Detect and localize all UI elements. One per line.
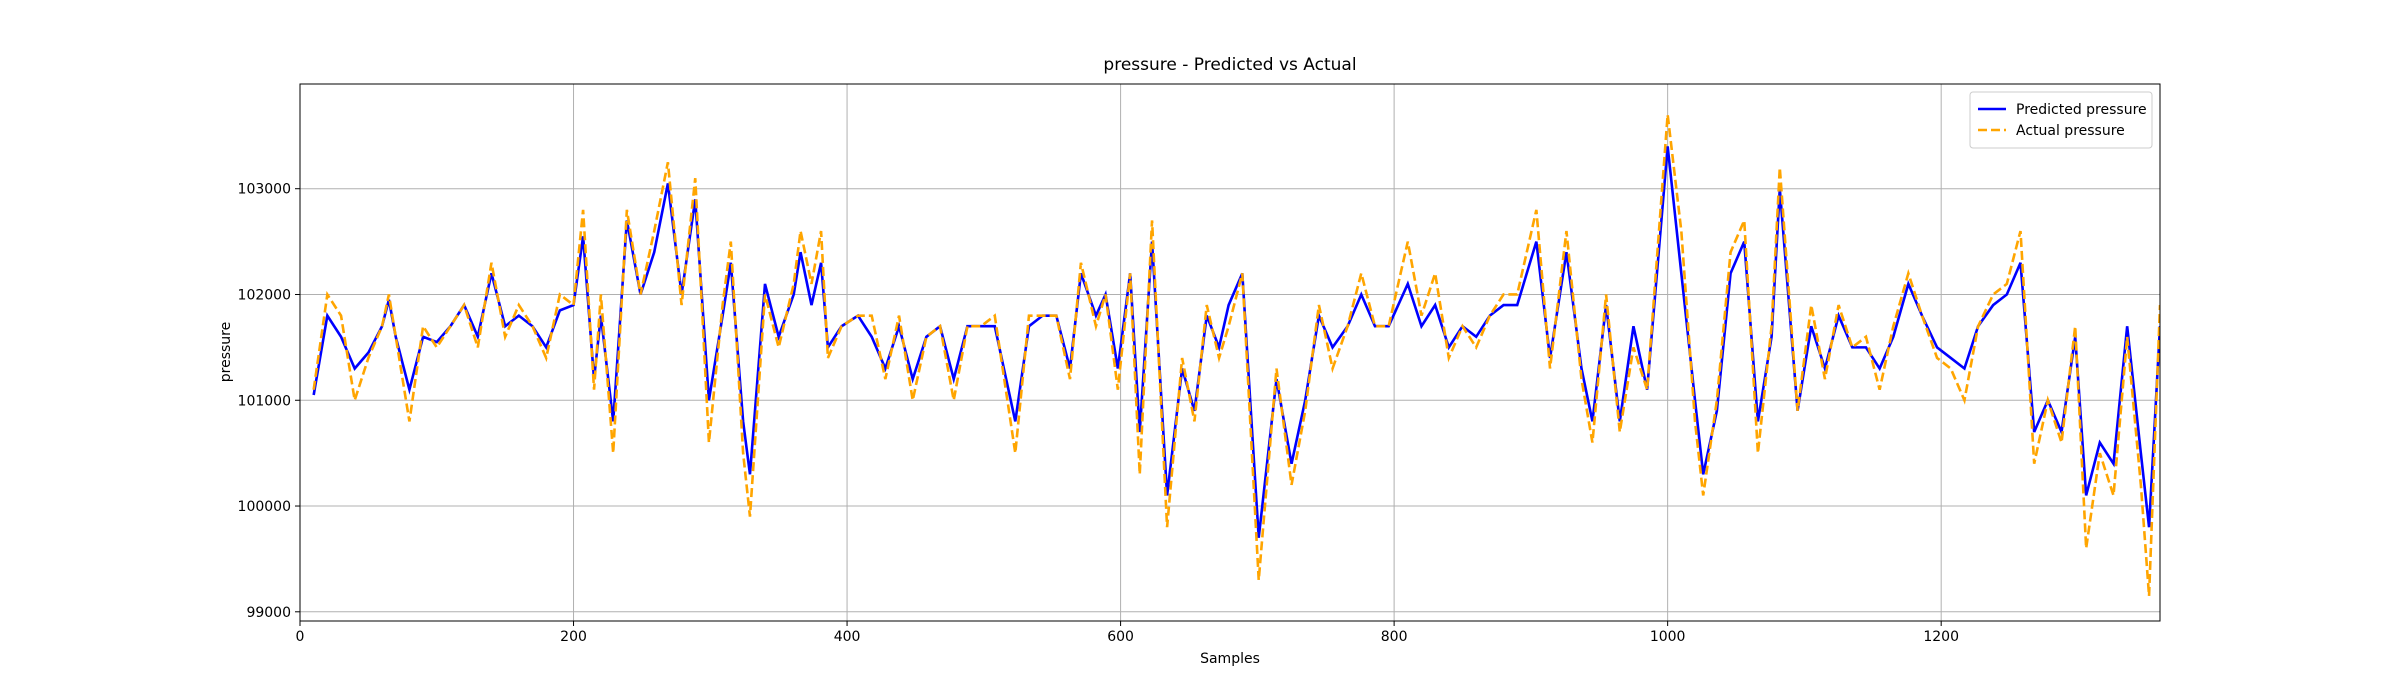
x-tick-label: 1200 — [1923, 629, 1959, 645]
series-line — [312, 114, 2160, 597]
x-tick-label: 400 — [834, 629, 861, 645]
x-tick-label: 1000 — [1650, 629, 1686, 645]
legend-box — [1969, 91, 2153, 149]
x-tick-label: 600 — [1107, 629, 1134, 645]
legend-label: Predicted pressure — [2016, 102, 2147, 118]
legend-label: Actual pressure — [2016, 123, 2125, 139]
x-tick-label: 800 — [1381, 629, 1408, 645]
x-tick-label: 200 — [560, 629, 587, 645]
x-axis-label: Samples — [1200, 651, 1260, 667]
y-tick-label: 101000 — [238, 393, 291, 409]
y-tick-label: 103000 — [238, 182, 291, 198]
plot-frame — [299, 83, 2161, 622]
y-axis-label: pressure — [218, 322, 234, 382]
chart-title: pressure - Predicted vs Actual — [1103, 55, 1356, 75]
y-tick-label: 102000 — [238, 287, 291, 303]
y-tick-label: 99000 — [246, 605, 291, 621]
y-tick-label: 100000 — [238, 499, 291, 515]
x-tick-label: 0 — [296, 629, 305, 645]
